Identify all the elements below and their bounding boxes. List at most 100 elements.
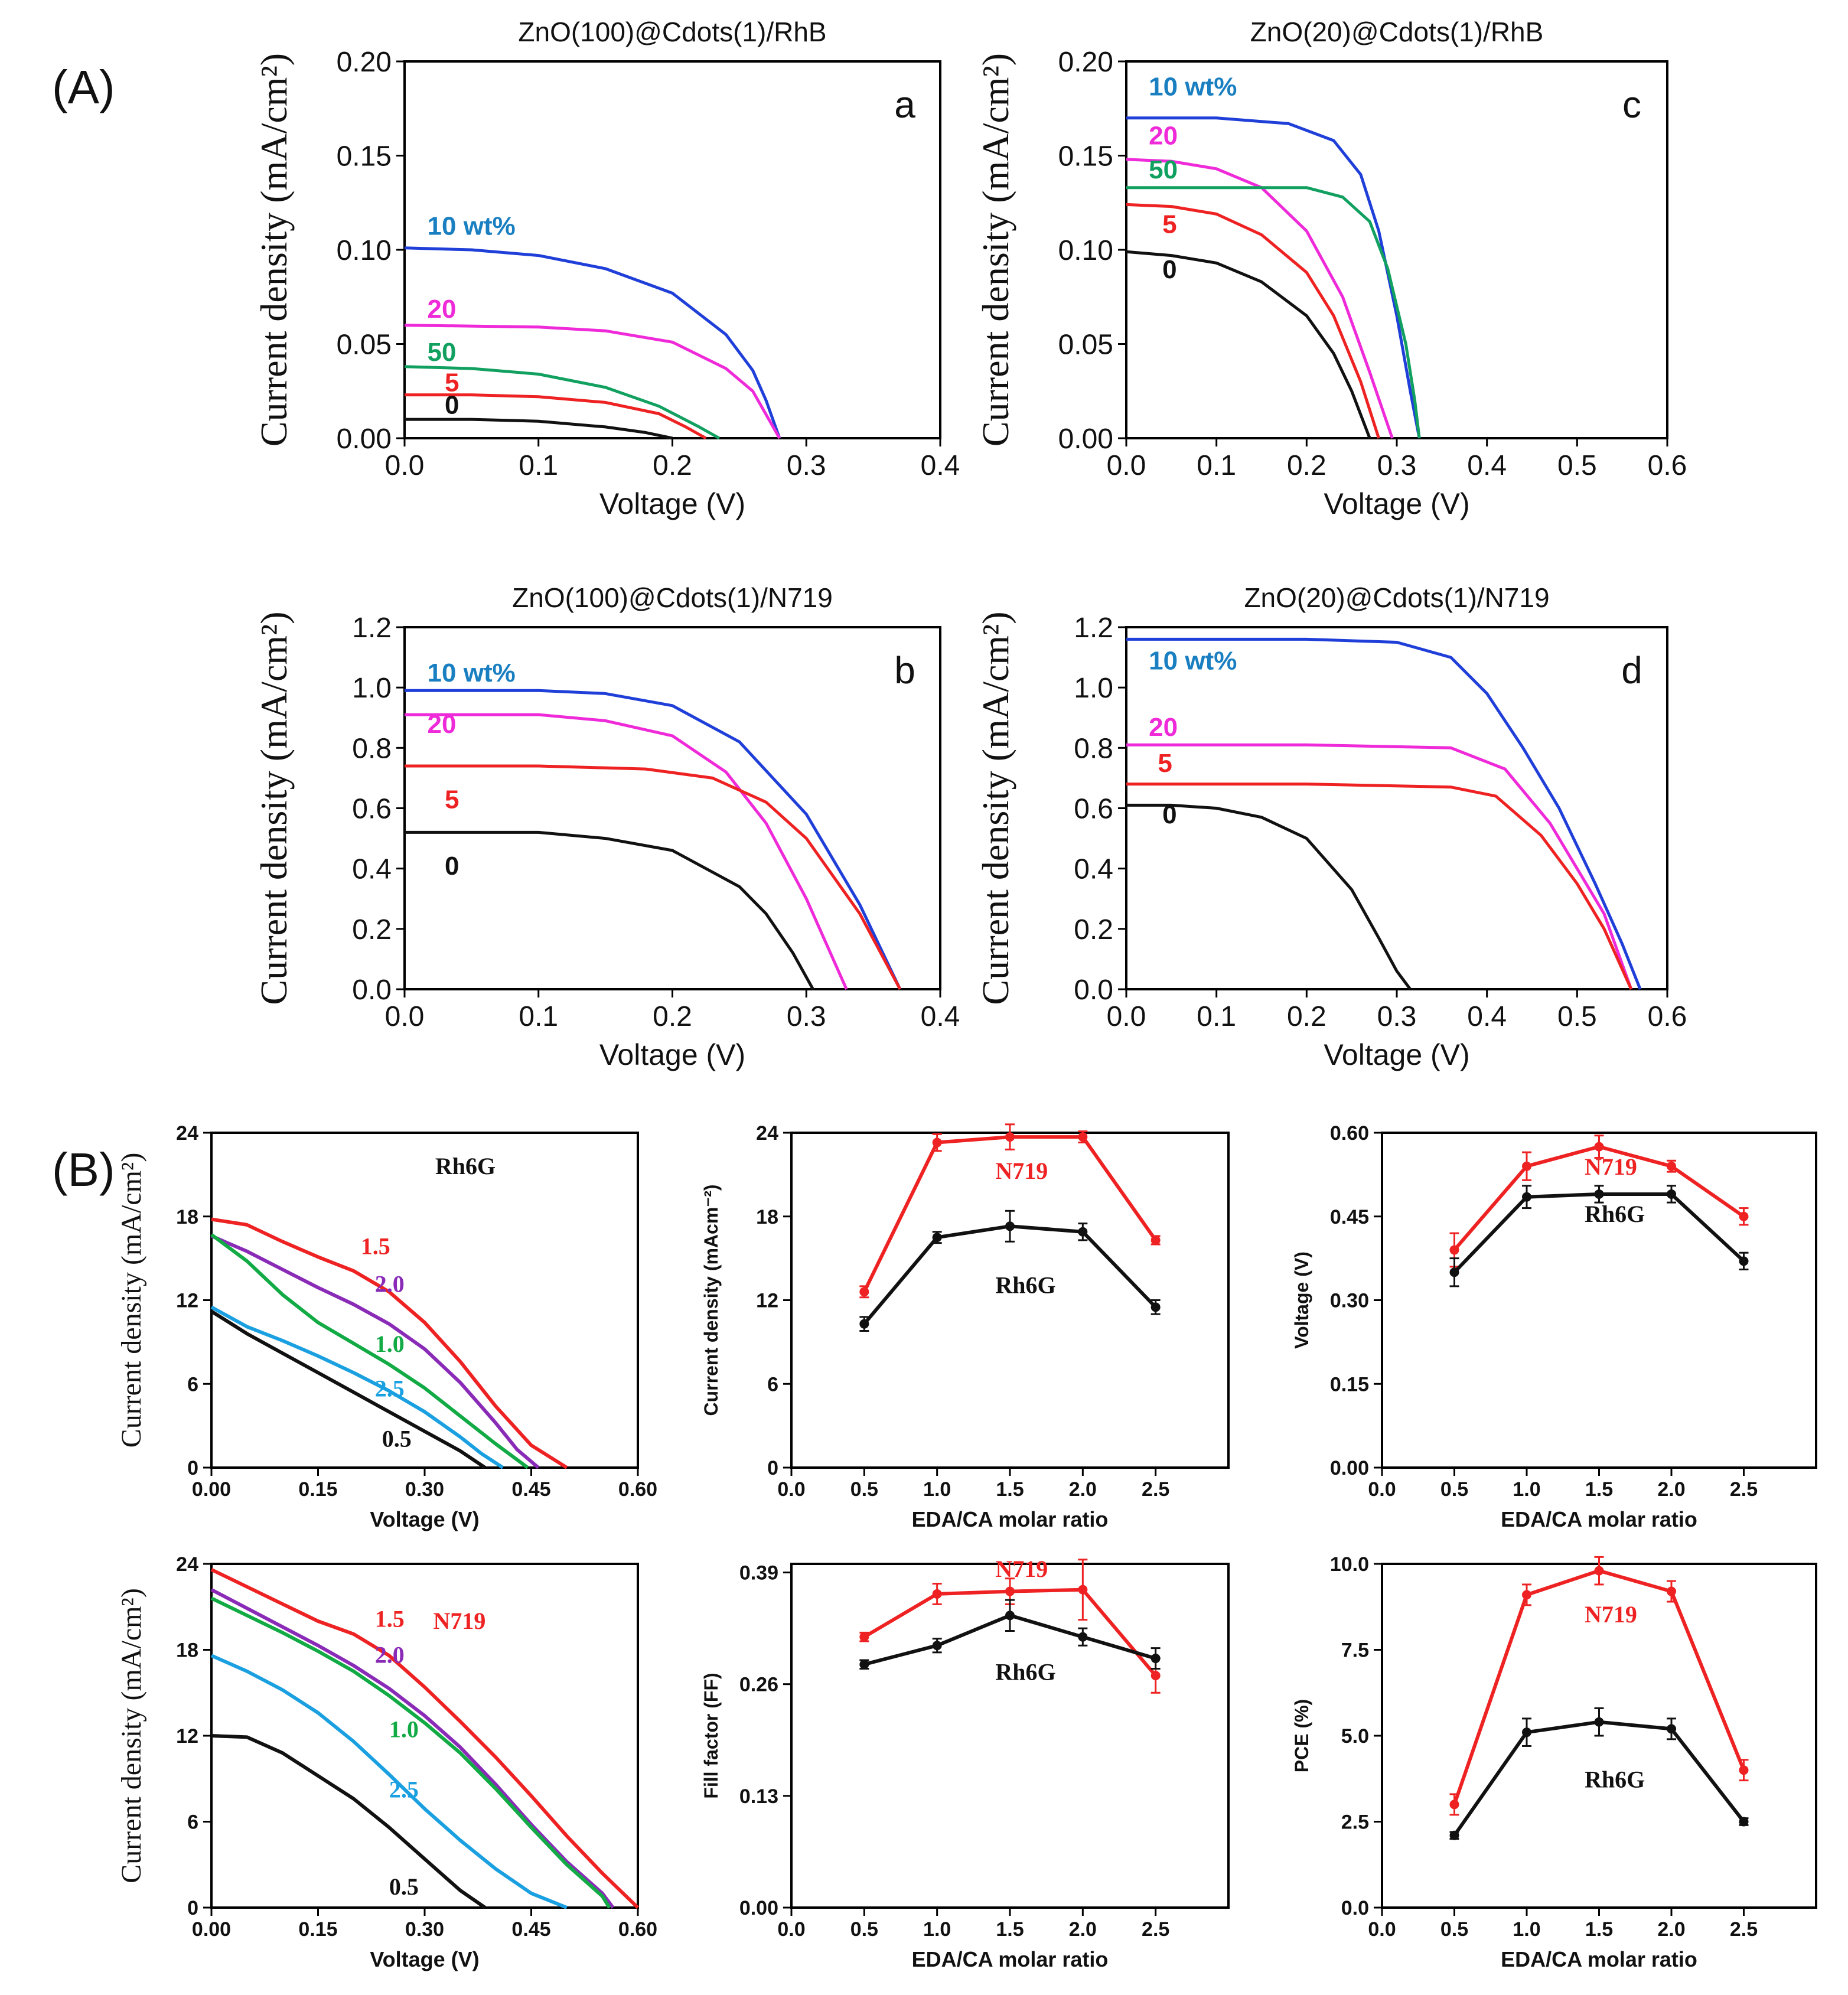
series-label: 20 [428,710,457,739]
series-label: 50 [1149,155,1178,184]
chart-title: N719 [434,1608,486,1634]
x-tick-label: 0.1 [1197,1001,1236,1032]
data-point [1078,1227,1088,1237]
plot-frame [210,1132,639,1469]
series-label: 20 [1149,121,1178,150]
chart-Aa: 0.0 0.1 0.2 0.3 0.4 0.00 0.05 0.10 0.15 0.20 Volta… [253,17,960,520]
series-label: 1.0 [389,1716,419,1742]
data-point [859,1319,869,1329]
y-tick-label: 1.0 [1074,673,1113,704]
data-point [1150,1235,1161,1245]
panel-letter: d [1621,649,1642,692]
x-tick-label: 0.6 [1648,1001,1687,1032]
chart-title: ZnO(100)@Cdots(1)/RhB [518,17,826,47]
data-point [1739,1211,1749,1221]
x-axis-label: Voltage (V) [1324,1038,1469,1071]
y-tick-label: 0.8 [1074,733,1113,764]
x-tick-label: 0.0 [1368,1918,1396,1941]
chart-B3: 0.0 0.5 1.0 1.5 2.0 2.5 0.00 0.15 0.30 0.45 0.60 ED… [1291,1122,1817,1531]
data-point [1522,1727,1531,1738]
x-axis-label: Voltage (V) [599,1038,745,1071]
x-tick-label: 0.5 [1440,1478,1468,1501]
x-tick-label: 2.0 [1069,1478,1097,1501]
series-line [405,393,707,440]
x-tick-label: 1.5 [1585,1918,1613,1941]
chart-B1: 0.00 0.15 0.30 0.45 0.60 0 6 12 18 24 Voltage (V) C… [116,1122,657,1531]
data-point [1005,1586,1015,1596]
series-5: 5 [405,764,902,990]
y-tick-label: 12 [176,1290,198,1312]
x-tick-label: 0.45 [511,1918,550,1941]
series-20: 20 [1126,713,1633,990]
series-line [1126,116,1421,439]
y-axis-label: Voltage (V) [1291,1251,1312,1349]
x-tick-label: 0.0 [1368,1478,1396,1501]
y-axis-label: Current density (mA/cm²) [974,611,1016,1005]
x-tick-label: 0.0 [1107,450,1146,481]
series-label: 10 wt% [1149,647,1237,676]
series-label: 0 [1162,800,1176,829]
y-tick-label: 12 [756,1290,778,1312]
x-tick-label: 0.3 [787,450,826,481]
x-tick-label: 2.5 [1142,1478,1169,1501]
x-tick-label: 0.0 [385,1001,425,1032]
series-5: 5 [1126,749,1633,990]
x-tick-label: 1.5 [1585,1478,1613,1501]
series-label: 1.0 [375,1331,405,1357]
x-tick-label: 0.1 [519,450,558,481]
y-tick-label: 0.00 [337,423,392,455]
y-axis-label: Current density (mA/cm²) [253,611,295,1005]
series-rh6g: Rh6G [1449,1707,1749,1840]
series-rh6g: Rh6G [859,1599,1161,1685]
x-axis-label: Voltage (V) [1324,487,1469,520]
y-axis-label: Current density (mA/cm²) [974,53,1016,446]
y-tick-label: 0.00 [739,1897,778,1919]
y-tick-label: 0.2 [1074,914,1113,946]
x-tick-label: 0.4 [1467,1001,1507,1032]
y-tick-label: 0.10 [337,235,392,266]
series-line [405,418,673,440]
y-tick-label: 18 [756,1206,778,1228]
x-tick-label: 0.2 [653,1001,692,1032]
data-point [1449,1800,1459,1810]
series-rh6g: Rh6G [859,1210,1161,1332]
series-label: 2.0 [375,1270,405,1297]
y-tick-label: 0.13 [739,1785,778,1808]
chart-title: ZnO(100)@Cdots(1)/N719 [512,582,833,613]
series-label: 10 wt% [428,211,516,240]
x-tick-label: 0.15 [298,1478,337,1501]
y-tick-label: 0.4 [1074,854,1113,885]
data-point [1150,1302,1161,1312]
series-line [210,1567,640,1909]
panel-letter: c [1622,83,1641,126]
x-tick-label: 0.2 [653,450,692,481]
y-tick-label: 1.0 [352,673,392,704]
series-label: Rh6G [1585,1201,1645,1227]
data-point [1078,1132,1088,1142]
x-tick-label: 2.5 [1142,1918,1169,1941]
data-point [1150,1654,1161,1664]
series-n719: N719 [859,1556,1161,1694]
y-tick-label: 24 [176,1122,198,1145]
x-tick-label: 0.00 [192,1478,231,1501]
y-tick-label: 0.6 [1074,794,1113,825]
series-0: 0 [1126,250,1371,439]
y-tick-label: 18 [176,1639,198,1662]
series-label: 20 [428,295,457,324]
y-tick-label: 0 [767,1457,778,1479]
y-tick-label: 0 [187,1897,198,1919]
data-point [1667,1724,1676,1734]
chart-B6: 0.0 0.5 1.0 1.5 2.0 2.5 0.0 2.5 5.0 7.5 10.0 EDA/CA… [1291,1553,1817,1971]
series-line [1126,637,1642,990]
series-10-wt-: 10 wt% [404,211,781,439]
x-tick-label: 2.5 [1730,1918,1758,1941]
x-tick-label: 0.45 [511,1478,550,1501]
chart-Ad: 0.0 0.1 0.2 0.3 0.4 0.5 0.6 0.0 0.2 0.4 0.6 0.8 1.0 1… [974,582,1687,1071]
series-0-5: 0.5 [210,1309,486,1469]
plot-frame [210,1563,639,1909]
y-tick-label: 0.6 [352,794,392,825]
x-axis-label: Voltage (V) [599,487,745,520]
x-tick-label: 0.0 [777,1478,805,1501]
series-1-5: 1.5 [210,1567,640,1909]
